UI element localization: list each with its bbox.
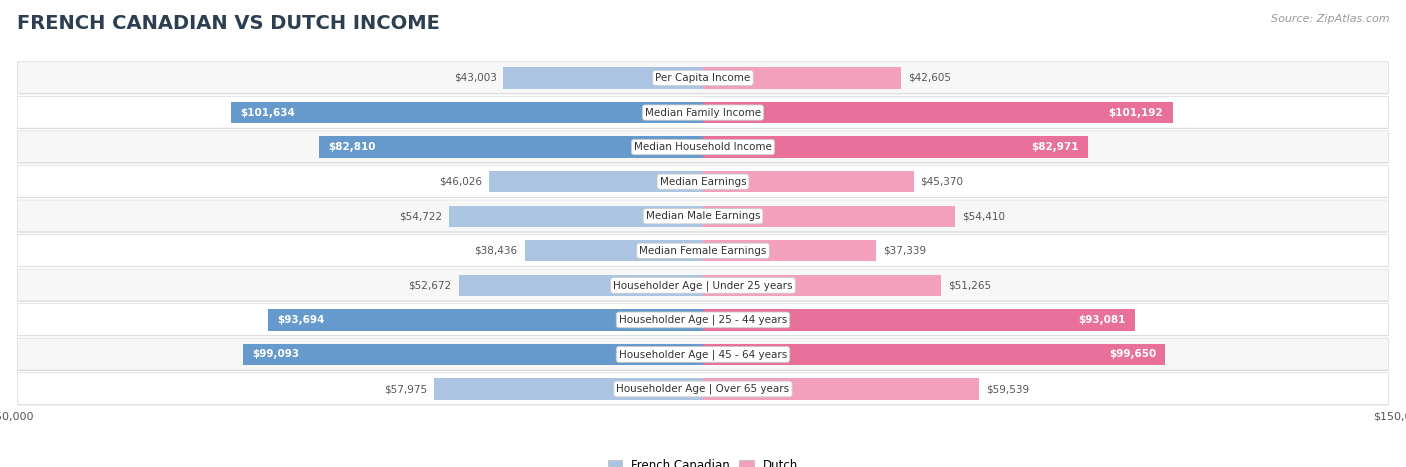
- Text: Householder Age | 45 - 64 years: Householder Age | 45 - 64 years: [619, 349, 787, 360]
- Legend: French Canadian, Dutch: French Canadian, Dutch: [603, 454, 803, 467]
- Bar: [319, 136, 703, 158]
- FancyBboxPatch shape: [17, 200, 1389, 232]
- FancyBboxPatch shape: [17, 96, 1389, 128]
- FancyBboxPatch shape: [17, 62, 1389, 94]
- FancyBboxPatch shape: [17, 131, 1389, 163]
- Text: Householder Age | 25 - 44 years: Householder Age | 25 - 44 years: [619, 315, 787, 325]
- Text: $45,370: $45,370: [921, 177, 963, 187]
- FancyBboxPatch shape: [17, 62, 1389, 93]
- FancyBboxPatch shape: [17, 373, 1389, 405]
- Bar: [703, 378, 979, 400]
- Bar: [434, 378, 703, 400]
- Text: Median Family Income: Median Family Income: [645, 107, 761, 118]
- Text: $43,003: $43,003: [454, 73, 496, 83]
- Bar: [703, 136, 1088, 158]
- FancyBboxPatch shape: [17, 373, 1389, 404]
- Text: $93,694: $93,694: [277, 315, 325, 325]
- Bar: [269, 309, 703, 331]
- FancyBboxPatch shape: [17, 200, 1389, 233]
- Text: Median Female Earnings: Median Female Earnings: [640, 246, 766, 256]
- Text: $46,026: $46,026: [440, 177, 482, 187]
- Text: $82,971: $82,971: [1031, 142, 1078, 152]
- Text: Source: ZipAtlas.com: Source: ZipAtlas.com: [1271, 14, 1389, 24]
- Text: $99,650: $99,650: [1109, 349, 1156, 360]
- Bar: [703, 344, 1166, 365]
- FancyBboxPatch shape: [17, 269, 1389, 302]
- Bar: [489, 171, 703, 192]
- FancyBboxPatch shape: [17, 234, 1389, 266]
- Bar: [458, 275, 703, 296]
- Text: $101,192: $101,192: [1108, 107, 1163, 118]
- Text: Median Male Earnings: Median Male Earnings: [645, 211, 761, 221]
- FancyBboxPatch shape: [17, 165, 1389, 197]
- Bar: [703, 171, 914, 192]
- Text: FRENCH CANADIAN VS DUTCH INCOME: FRENCH CANADIAN VS DUTCH INCOME: [17, 14, 440, 33]
- Text: $82,810: $82,810: [328, 142, 375, 152]
- Text: Median Household Income: Median Household Income: [634, 142, 772, 152]
- FancyBboxPatch shape: [17, 165, 1389, 198]
- Text: $38,436: $38,436: [475, 246, 517, 256]
- Text: $54,722: $54,722: [399, 211, 441, 221]
- Bar: [703, 102, 1173, 123]
- FancyBboxPatch shape: [17, 234, 1389, 267]
- Bar: [703, 240, 876, 262]
- FancyBboxPatch shape: [17, 96, 1389, 129]
- Text: $57,975: $57,975: [384, 384, 427, 394]
- Text: $42,605: $42,605: [908, 73, 950, 83]
- Bar: [703, 309, 1135, 331]
- Bar: [524, 240, 703, 262]
- Text: Per Capita Income: Per Capita Income: [655, 73, 751, 83]
- Text: Householder Age | Over 65 years: Householder Age | Over 65 years: [616, 384, 790, 394]
- FancyBboxPatch shape: [17, 269, 1389, 301]
- Text: $59,539: $59,539: [986, 384, 1029, 394]
- Bar: [243, 344, 703, 365]
- Text: $101,634: $101,634: [240, 107, 295, 118]
- Text: $37,339: $37,339: [883, 246, 927, 256]
- Text: $52,672: $52,672: [409, 280, 451, 290]
- Bar: [232, 102, 703, 123]
- FancyBboxPatch shape: [17, 338, 1389, 371]
- Bar: [703, 275, 941, 296]
- FancyBboxPatch shape: [17, 304, 1389, 336]
- FancyBboxPatch shape: [17, 338, 1389, 370]
- Text: Median Earnings: Median Earnings: [659, 177, 747, 187]
- Text: Householder Age | Under 25 years: Householder Age | Under 25 years: [613, 280, 793, 290]
- Bar: [703, 205, 956, 227]
- FancyBboxPatch shape: [17, 131, 1389, 163]
- FancyBboxPatch shape: [17, 304, 1389, 335]
- Text: $99,093: $99,093: [253, 349, 299, 360]
- Text: $54,410: $54,410: [963, 211, 1005, 221]
- Bar: [449, 205, 703, 227]
- Text: $51,265: $51,265: [948, 280, 991, 290]
- Text: $93,081: $93,081: [1078, 315, 1126, 325]
- Bar: [503, 67, 703, 89]
- Bar: [703, 67, 901, 89]
